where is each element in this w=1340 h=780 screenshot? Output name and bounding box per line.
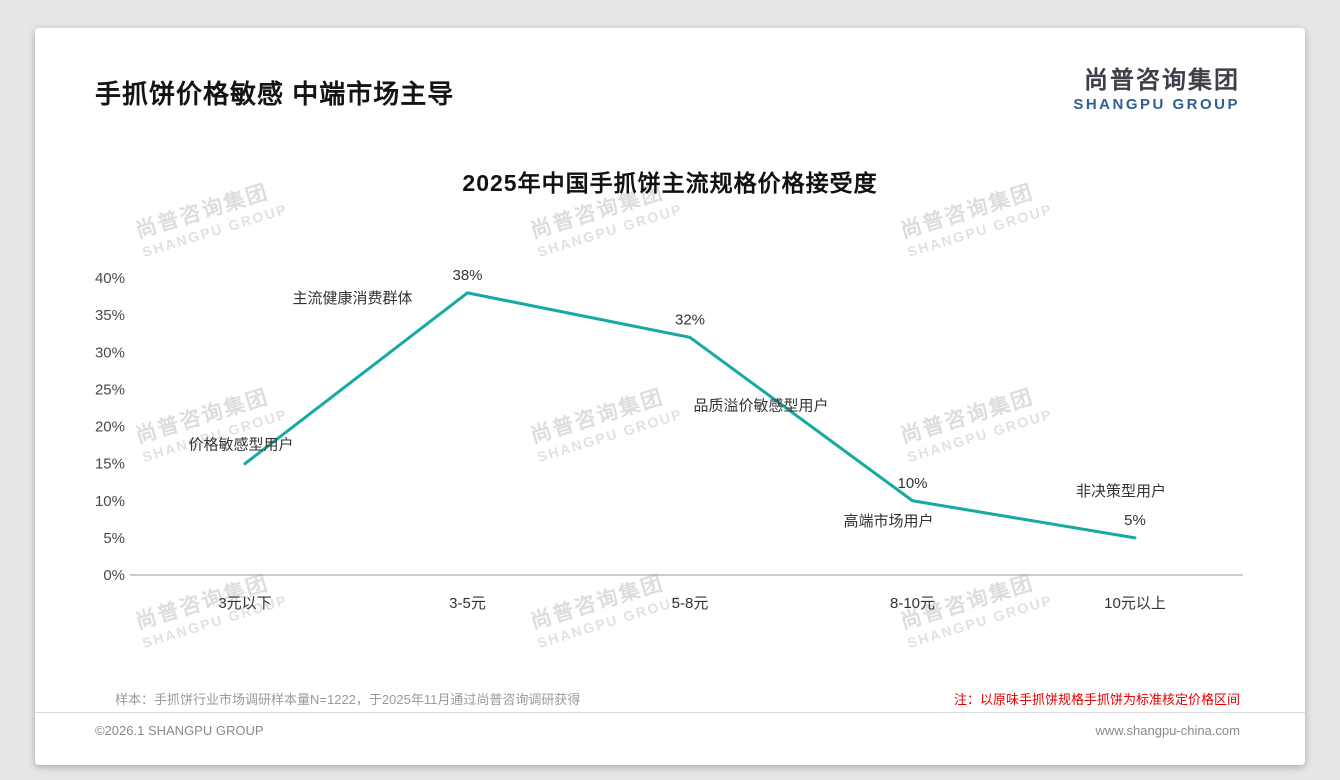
segment-annotation: 高端市场用户 — [843, 513, 933, 530]
y-axis-tick-label: 0% — [103, 567, 125, 584]
page-title: 手抓饼价格敏感 中端市场主导 — [95, 79, 455, 109]
price-acceptance-line-chart: 0% 5% 10% 15% 20% 25% 30% 35% 40% 3元以下 3-5元 5-8元 8-1… — [95, 267, 1243, 612]
watermark-en: SHANGPU GROUP — [140, 591, 290, 652]
x-axis-category-label: 10元以上 — [1104, 595, 1166, 612]
segment-annotation: 主流健康消费群体 — [292, 290, 412, 307]
watermark-cn: 尚普咨询集团 — [898, 385, 1037, 448]
y-axis-tick-label: 20% — [95, 419, 125, 436]
brand-logo-en: SHANGPU GROUP — [1073, 96, 1240, 113]
data-point-label: 38% — [452, 267, 482, 284]
watermark-cn: 尚普咨询集团 — [528, 571, 667, 634]
y-axis-tick-label: 25% — [95, 381, 125, 398]
watermark: 尚普咨询集团 SHANGPU GROUP — [132, 377, 290, 466]
slide-card: 尚普咨询集团 SHANGPU GROUP 尚普咨询集团 SHANGPU GROU… — [35, 28, 1305, 765]
watermark-en: SHANGPU GROUP — [535, 200, 685, 261]
acceptance-line-series — [243, 291, 1137, 540]
y-axis-tick-label: 40% — [95, 270, 125, 287]
copyright-text: ©2026.1 SHANGPU GROUP — [95, 723, 264, 738]
watermark-layer: 尚普咨询集团 SHANGPU GROUP 尚普咨询集团 SHANGPU GROU… — [35, 28, 1305, 765]
watermark-cn: 尚普咨询集团 — [133, 571, 272, 634]
watermark: 尚普咨询集团 SHANGPU GROUP — [527, 377, 685, 466]
watermark: 尚普咨询集团 SHANGPU GROUP — [132, 563, 290, 652]
watermark-en: SHANGPU GROUP — [535, 591, 685, 652]
segment-annotation: 价格敏感型用户 — [188, 437, 293, 454]
sample-footnote: 样本：手抓饼行业市场调研样本量N=1222，于2025年11月通过尚普咨询调研获… — [115, 692, 581, 707]
brand-logo: 尚普咨询集团 SHANGPU GROUP — [1073, 60, 1240, 113]
watermark-cn: 尚普咨询集团 — [898, 571, 1037, 634]
red-footnote: 注：以原味手抓饼规格手抓饼为标准核定价格区间 — [953, 692, 1240, 707]
segment-annotation: 非决策型用户 — [1076, 483, 1166, 500]
y-axis-tick-label: 30% — [95, 344, 125, 361]
x-axis-category-label: 3元以下 — [218, 595, 271, 612]
x-axis-category-label: 5-8元 — [672, 595, 709, 612]
x-axis-category-label: 3-5元 — [449, 595, 486, 612]
y-axis-tick-label: 15% — [95, 456, 125, 473]
y-axis-tick-label: 35% — [95, 307, 125, 324]
watermark: 尚普咨询集团 SHANGPU GROUP — [897, 563, 1055, 652]
watermark: 尚普咨询集团 SHANGPU GROUP — [527, 563, 685, 652]
chart-title: 2025年中国手抓饼主流规格价格接受度 — [462, 170, 878, 196]
y-axis-tick-label: 5% — [103, 530, 125, 547]
brand-logo-cn: 尚普咨询集团 — [1084, 67, 1240, 94]
website-text: www.shangpu-china.com — [1095, 723, 1240, 738]
watermark-en: SHANGPU GROUP — [535, 405, 685, 466]
watermark-en: SHANGPU GROUP — [905, 405, 1055, 466]
watermark-en: SHANGPU GROUP — [905, 200, 1055, 261]
data-point-label: 10% — [897, 475, 927, 492]
segment-annotation: 品质溢价敏感型用户 — [693, 397, 828, 414]
watermark-cn: 尚普咨询集团 — [133, 385, 272, 448]
watermark: 尚普咨询集团 SHANGPU GROUP — [897, 377, 1055, 466]
data-point-label: 5% — [1124, 512, 1146, 529]
watermark-en: SHANGPU GROUP — [140, 405, 290, 466]
watermark-cn: 尚普咨询集团 — [528, 385, 667, 448]
y-axis-tick-label: 10% — [95, 493, 125, 510]
footer-divider — [35, 712, 1305, 713]
watermark-en: SHANGPU GROUP — [140, 200, 290, 261]
x-axis-category-label: 8-10元 — [890, 595, 935, 612]
data-point-label: 32% — [675, 311, 705, 328]
watermark-en: SHANGPU GROUP — [905, 591, 1055, 652]
